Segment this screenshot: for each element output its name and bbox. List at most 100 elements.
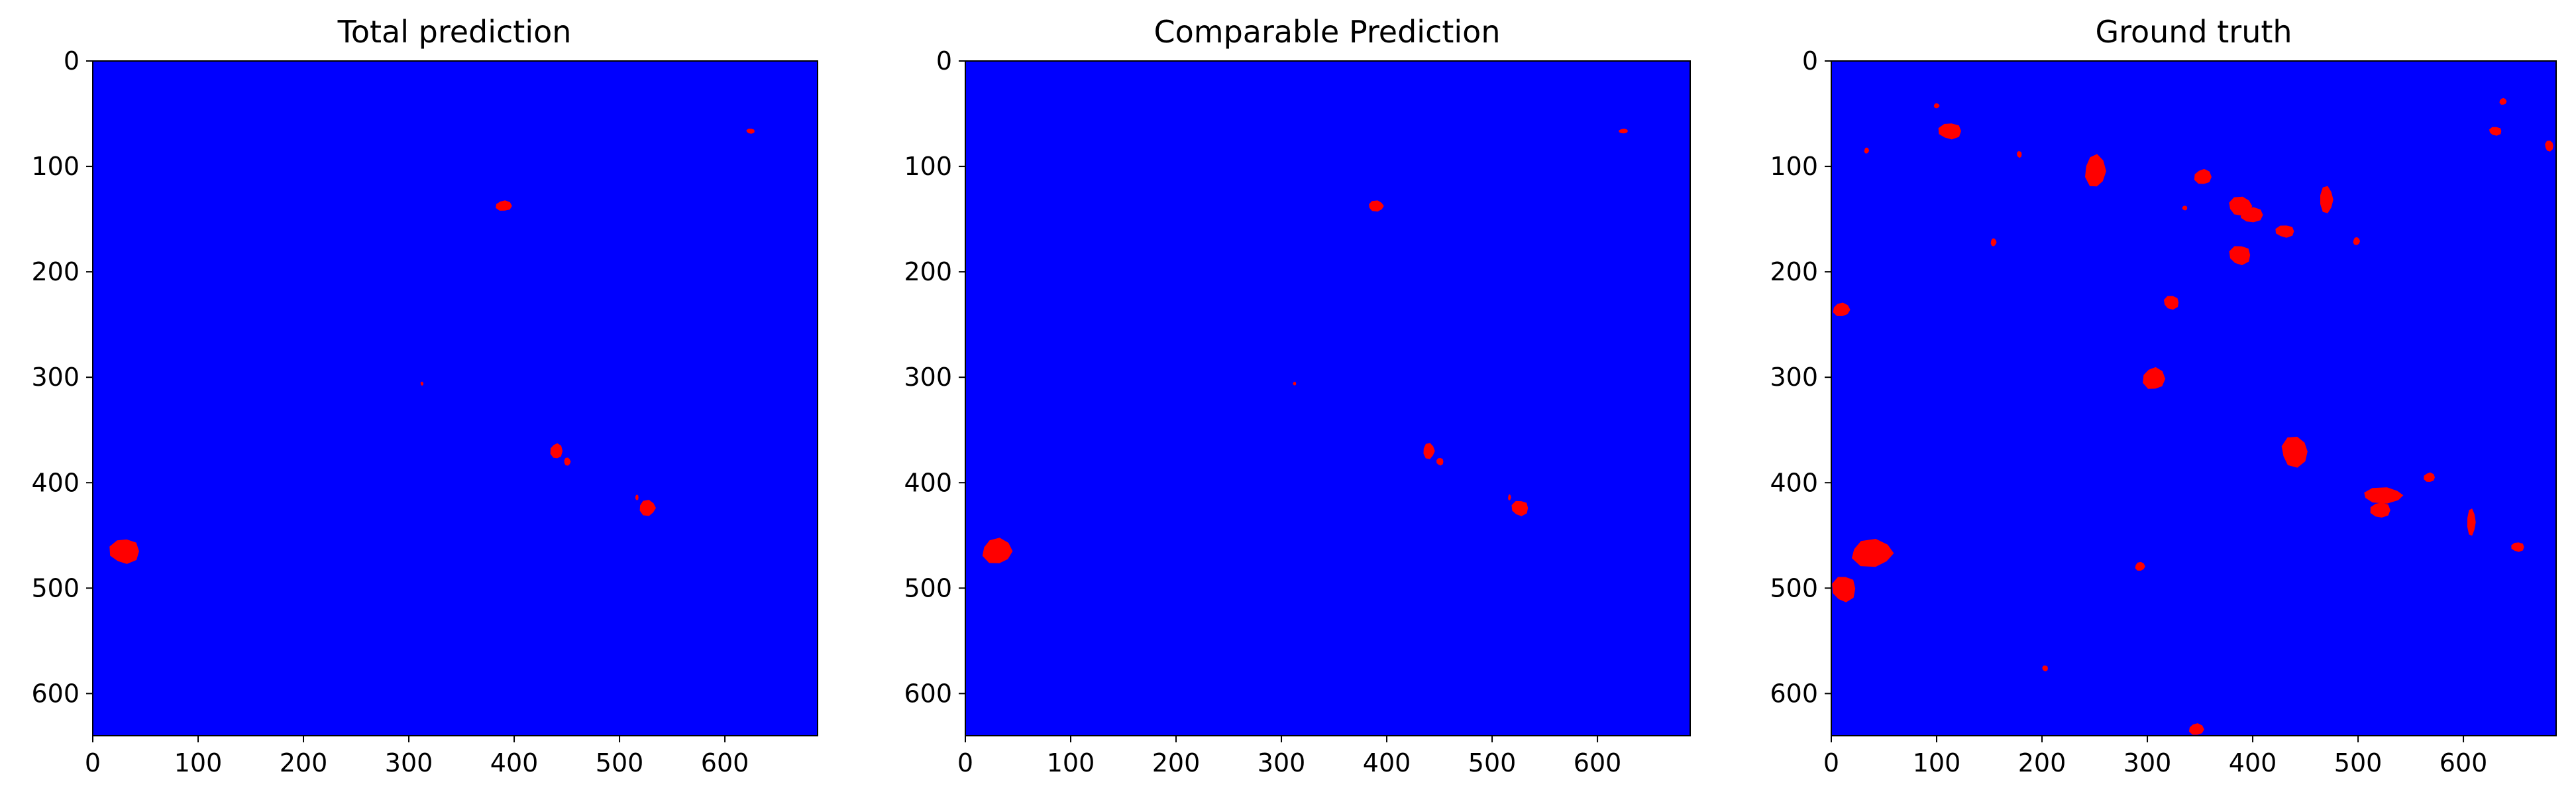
red-region <box>2017 151 2022 158</box>
red-region <box>639 500 656 516</box>
axes-frame <box>1831 60 2557 736</box>
y-tick-label: 100 <box>1770 152 1818 181</box>
x-tick-label: 600 <box>2440 748 2488 777</box>
red-region <box>109 539 139 564</box>
y-tick-label: 400 <box>1770 468 1818 497</box>
red-region <box>2353 237 2361 245</box>
red-region <box>496 200 512 211</box>
y-tick-label: 600 <box>1770 679 1818 708</box>
red-region <box>2194 168 2212 184</box>
panel-comparable-prediction: Comparable Prediction 0 100 200 300 400 500 60… <box>904 14 1691 777</box>
red-region <box>2545 141 2553 152</box>
panel-title: Comparable Prediction <box>1154 14 1501 50</box>
red-region <box>1369 200 1384 212</box>
red-region <box>982 538 1013 563</box>
y-tick-label: 200 <box>904 257 952 286</box>
red-region <box>746 129 755 134</box>
x-tick-label: 0 <box>957 748 973 777</box>
y-tick-label: 0 <box>64 46 80 76</box>
red-region <box>2275 225 2294 238</box>
axes-frame <box>965 60 1691 736</box>
red-region <box>2085 154 2106 187</box>
x-tick-label: 500 <box>596 748 644 777</box>
red-region <box>2163 296 2179 310</box>
red-region <box>2489 127 2502 136</box>
red-region <box>2042 665 2048 671</box>
axes-frame <box>92 60 818 736</box>
x-tick-label: 400 <box>2229 748 2277 777</box>
red-region <box>1832 577 1856 602</box>
y-tick-label: 100 <box>31 152 80 181</box>
red-region <box>1619 129 1629 134</box>
x-tick-label: 400 <box>1363 748 1411 777</box>
red-region <box>635 494 639 500</box>
y-tick-label: 200 <box>1770 257 1818 286</box>
red-region <box>2499 97 2507 105</box>
red-region <box>1938 123 1961 140</box>
red-region <box>2143 367 2166 389</box>
x-tick-label: 300 <box>2123 748 2172 777</box>
red-region <box>1508 494 1511 500</box>
x-tick-label: 400 <box>490 748 539 777</box>
y-tick-label: 0 <box>936 46 952 76</box>
image-background <box>965 61 1690 736</box>
red-region <box>2467 508 2476 536</box>
y-tick-label: 300 <box>1770 363 1818 392</box>
y-tick-label: 600 <box>904 679 952 708</box>
red-region <box>1990 238 1997 247</box>
x-tick-label: 0 <box>1823 748 1839 777</box>
red-region <box>1511 500 1529 516</box>
plot-area: 0 100 200 300 400 500 600 0 100 200 300 400 500 600 <box>904 46 1691 777</box>
red-region <box>2182 205 2188 211</box>
red-region <box>550 443 563 459</box>
x-tick-label: 100 <box>1047 748 1095 777</box>
y-tick-label: 500 <box>1770 573 1818 602</box>
y-tick-label: 300 <box>31 363 80 392</box>
x-tick-label: 500 <box>1468 748 1517 777</box>
panel-total-prediction: Total prediction 0 100 200 300 400 500 600 0 100… <box>31 14 818 777</box>
x-tick-label: 200 <box>280 748 328 777</box>
image-background <box>93 61 818 736</box>
x-tick-label: 100 <box>1913 748 1961 777</box>
red-region <box>1933 103 1940 109</box>
x-tick-label: 300 <box>1258 748 1306 777</box>
red-region <box>2241 207 2263 223</box>
red-region <box>1436 458 1444 466</box>
red-region <box>2511 542 2524 552</box>
red-region <box>2188 723 2204 735</box>
red-region <box>2424 472 2435 482</box>
red-region <box>2281 436 2308 468</box>
x-tick-label: 200 <box>1152 748 1201 777</box>
y-tick-label: 400 <box>31 468 80 497</box>
y-tick-label: 100 <box>904 152 952 181</box>
panel-ground-truth: Ground truth 0 100 200 300 400 500 600 0 100 200 3… <box>1770 14 2557 777</box>
red-region <box>1864 147 1870 154</box>
red-region <box>2135 561 2145 571</box>
red-region <box>1833 302 1851 316</box>
red-region <box>2364 487 2404 504</box>
red-region <box>1851 539 1894 567</box>
y-tick-label: 400 <box>904 468 952 497</box>
x-tick-label: 200 <box>2018 748 2066 777</box>
x-tick-label: 600 <box>1574 748 1622 777</box>
y-tick-label: 200 <box>31 257 80 286</box>
y-tick-label: 500 <box>904 573 952 602</box>
red-region <box>2229 246 2251 266</box>
y-tick-label: 500 <box>31 573 80 602</box>
red-region <box>564 457 571 466</box>
red-region <box>1423 443 1435 459</box>
x-tick-label: 600 <box>701 748 749 777</box>
panel-title: Total prediction <box>337 14 572 50</box>
y-tick-label: 300 <box>904 363 952 392</box>
x-tick-label: 300 <box>385 748 433 777</box>
y-tick-label: 0 <box>1802 46 1818 76</box>
x-tick-label: 100 <box>174 748 223 777</box>
red-region <box>2320 186 2334 213</box>
red-region <box>1293 381 1297 386</box>
image-background <box>1831 61 2556 736</box>
red-region <box>2370 502 2390 518</box>
x-tick-label: 500 <box>2334 748 2383 777</box>
plot-area: 0 100 200 300 400 500 600 0 100 200 300 400 500 600 <box>31 46 818 777</box>
x-tick-label: 0 <box>85 748 101 777</box>
